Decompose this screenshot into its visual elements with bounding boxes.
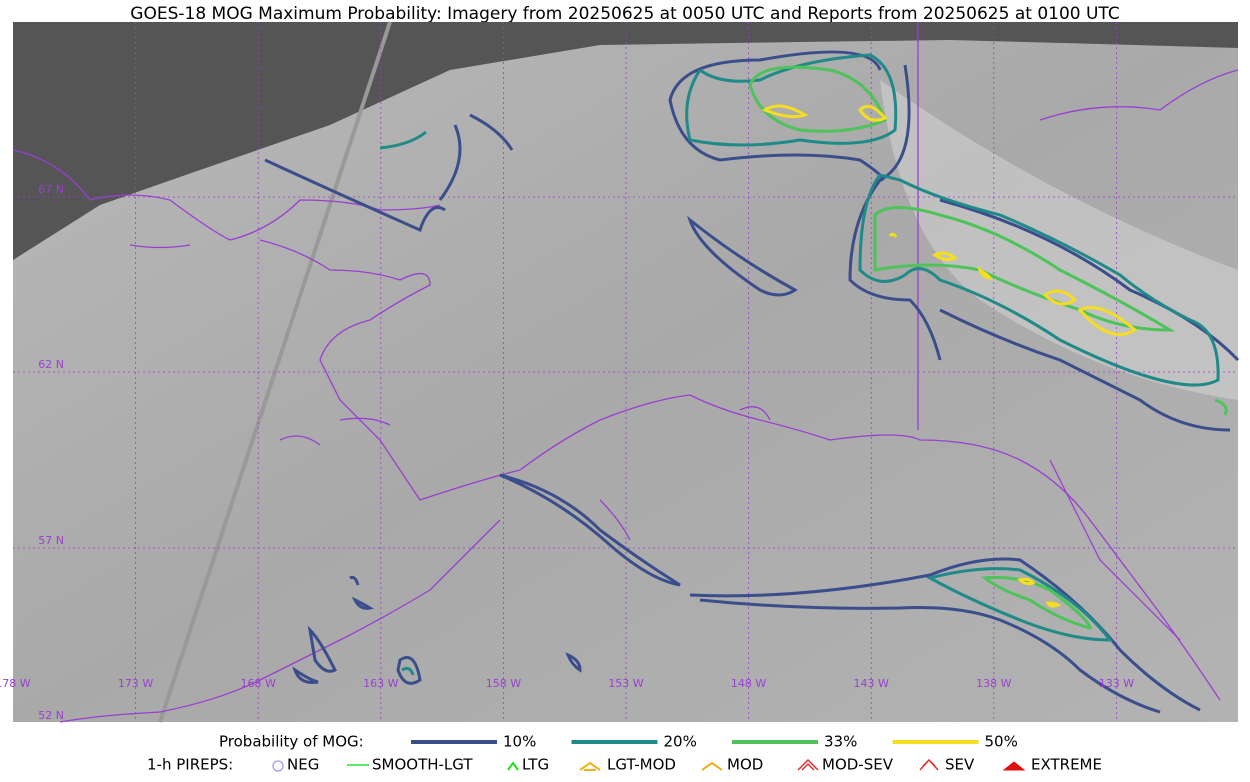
longitude-label: 138 W: [976, 677, 1011, 690]
longitude-label: 153 W: [608, 677, 643, 690]
legend-label: MOD: [727, 756, 763, 774]
no-data-region: [13, 22, 1238, 260]
legend-label: NEG: [287, 756, 319, 774]
legend-label: 50%: [985, 733, 1018, 751]
contours: [264, 50, 1240, 714]
legend-title: Probability of MOG:: [219, 733, 364, 751]
longitude-label: 148 W: [731, 677, 766, 690]
legend-label: LGT-MOD: [607, 756, 676, 774]
legend-label: 20%: [664, 733, 697, 751]
legend-icon: [272, 760, 284, 772]
latitude-label: 67 N: [38, 183, 64, 196]
latitude-labels: 67 N 62 N 57 N 52 N: [38, 183, 64, 722]
latitude-label: 62 N: [38, 358, 64, 371]
map-area: 67 N 62 N 57 N 52 N 178 W 173 W 168 W 163 W 158…: [0, 21, 1240, 723]
legend-icon: [919, 758, 939, 771]
legend-label: EXTREME: [1031, 756, 1102, 774]
legend-probability: Probability of MOG: 10% 20% 33% 50%: [219, 733, 1018, 751]
legend-label: SEV: [945, 756, 975, 774]
coastlines: [12, 22, 1239, 723]
longitude-label: 158 W: [486, 677, 521, 690]
legend-icon: [507, 761, 519, 771]
longitude-label: 178 W: [0, 677, 31, 690]
title: GOES-18 MOG Maximum Probability: Imagery…: [130, 4, 1119, 24]
legend-label: LTG: [522, 756, 549, 774]
latitude-label: 57 N: [38, 534, 64, 547]
bright-cloud: [880, 80, 1238, 400]
legend-label: 10%: [503, 733, 536, 751]
legend-title: 1-h PIREPS:: [147, 756, 233, 774]
longitude-labels: 178 W 173 W 168 W 163 W 158 W 153 W 148 W 143 W…: [0, 677, 1134, 690]
legend-icon: [797, 758, 819, 771]
longitude-label: 173 W: [118, 677, 153, 690]
legend-label: MOD-SEV: [822, 756, 894, 774]
longitude-label: 168 W: [241, 677, 276, 690]
legend-label: SMOOTH-LGT: [372, 756, 473, 774]
legend-icon: [1002, 761, 1026, 771]
legend-label: 33%: [824, 733, 857, 751]
longitude-label: 133 W: [1099, 677, 1134, 690]
longitude-label: 143 W: [854, 677, 889, 690]
legend-pireps: 1-h PIREPS: NEG SMOOTH-LGT LTG LGT-MOD MOD MOD…: [147, 756, 1102, 774]
legend-icon: [579, 761, 601, 771]
longitude-label: 163 W: [363, 677, 398, 690]
legend-icon: [701, 761, 723, 771]
latitude-label: 52 N: [38, 709, 64, 722]
